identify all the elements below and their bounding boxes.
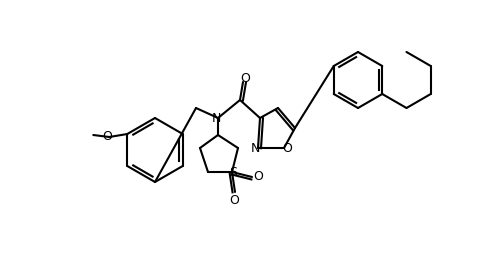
Text: O: O	[229, 195, 239, 208]
Text: O: O	[253, 170, 263, 183]
Text: N: N	[250, 142, 259, 155]
Text: O: O	[103, 131, 112, 144]
Text: O: O	[240, 72, 250, 86]
Text: N: N	[211, 113, 221, 125]
Text: O: O	[282, 142, 292, 155]
Text: S: S	[229, 167, 237, 180]
